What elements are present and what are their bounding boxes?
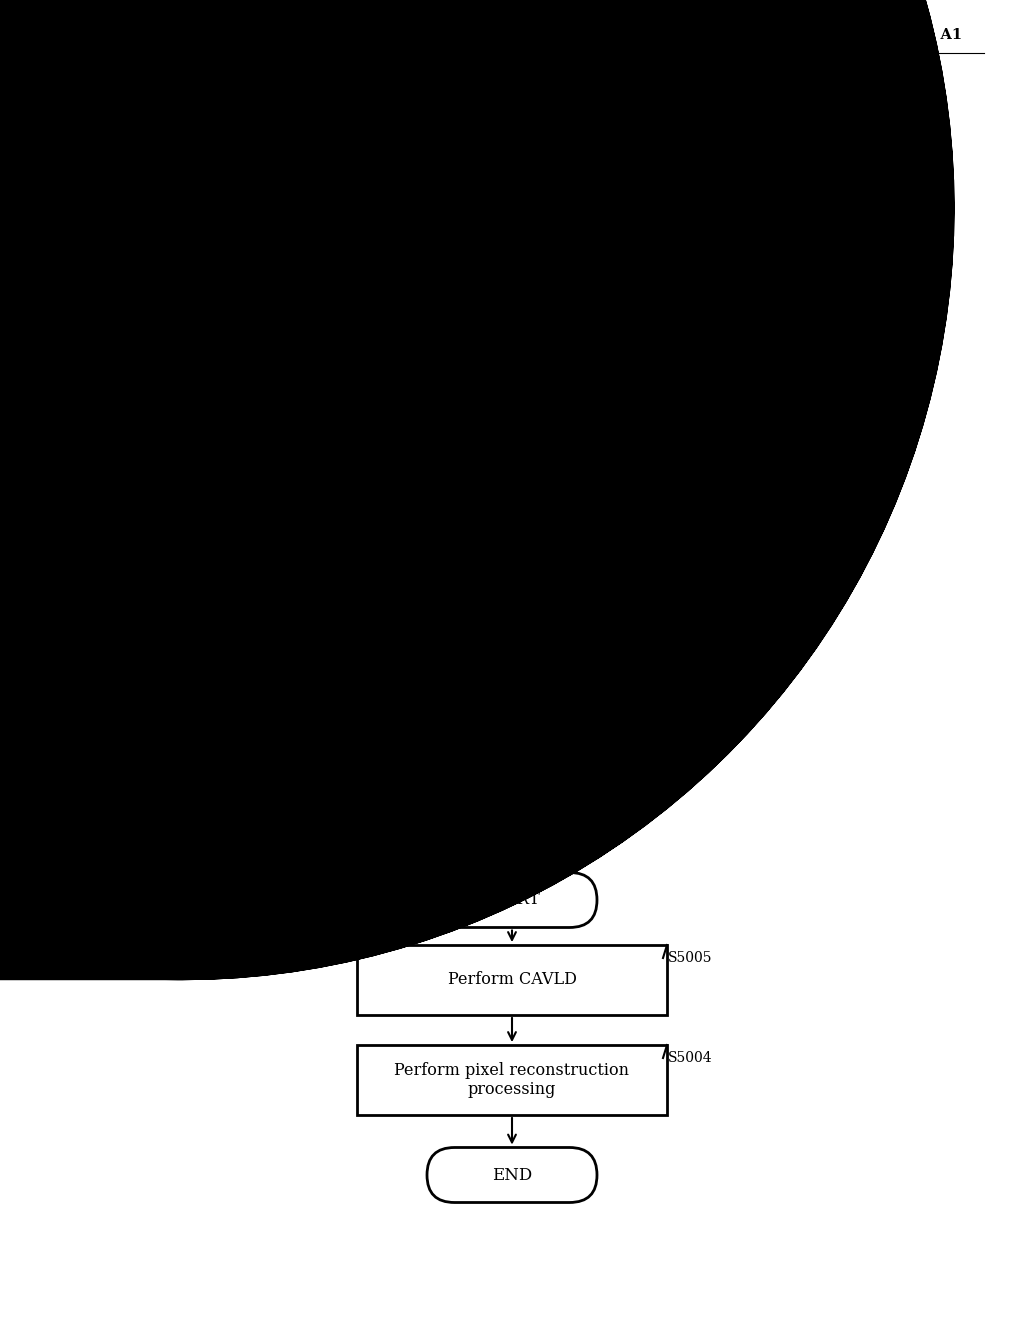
Text: FIG. 5B: FIG. 5B [462, 73, 562, 96]
Bar [357, 624, 667, 696]
Text: S5001: S5001 [668, 209, 713, 222]
Text: Decode binary data: Decode binary data [433, 552, 591, 569]
Text: S5002: S5002 [668, 348, 713, 362]
FancyBboxPatch shape [427, 727, 597, 783]
Text: Perform arithmetic decoding
to generate binary data: Perform arithmetic decoding to generate … [394, 227, 630, 263]
Text: S5004: S5004 [668, 1051, 713, 1065]
Text: Perform pixel reconstruction
processing: Perform pixel reconstruction processing [394, 1061, 630, 1098]
FancyBboxPatch shape [427, 873, 597, 928]
Text: START: START [483, 891, 541, 908]
Bar [357, 945, 667, 1015]
Bar [357, 1045, 667, 1115]
Text: Nov. 18, 2010  Sheet 6 of 53: Nov. 18, 2010 Sheet 6 of 53 [314, 28, 545, 42]
Bar [357, 525, 667, 595]
Text: US 2010/0290523 A1: US 2010/0290523 A1 [790, 28, 963, 42]
Text: S5005: S5005 [668, 950, 713, 965]
Text: Perform pixel reconstruction
processing: Perform pixel reconstruction processing [394, 642, 630, 678]
Text: no: no [316, 378, 334, 392]
FancyBboxPatch shape [427, 1147, 597, 1203]
Text: END: END [492, 1167, 532, 1184]
Polygon shape [342, 322, 682, 478]
Text: yes: yes [474, 490, 497, 503]
Text: Perform CAVLD: Perform CAVLD [447, 972, 577, 989]
Bar [357, 210, 667, 280]
Text: Binary data
equivalent to predetermined data
unit ready?: Binary data equivalent to predetermined … [382, 376, 642, 424]
Text: S5004: S5004 [668, 628, 713, 642]
Text: END: END [492, 747, 532, 763]
Text: FIG. 5C: FIG. 5C [463, 818, 561, 842]
Text: S5003: S5003 [668, 525, 713, 540]
FancyBboxPatch shape [427, 117, 597, 173]
Text: Patent Application Publication: Patent Application Publication [55, 28, 307, 42]
Text: START: START [483, 136, 541, 153]
